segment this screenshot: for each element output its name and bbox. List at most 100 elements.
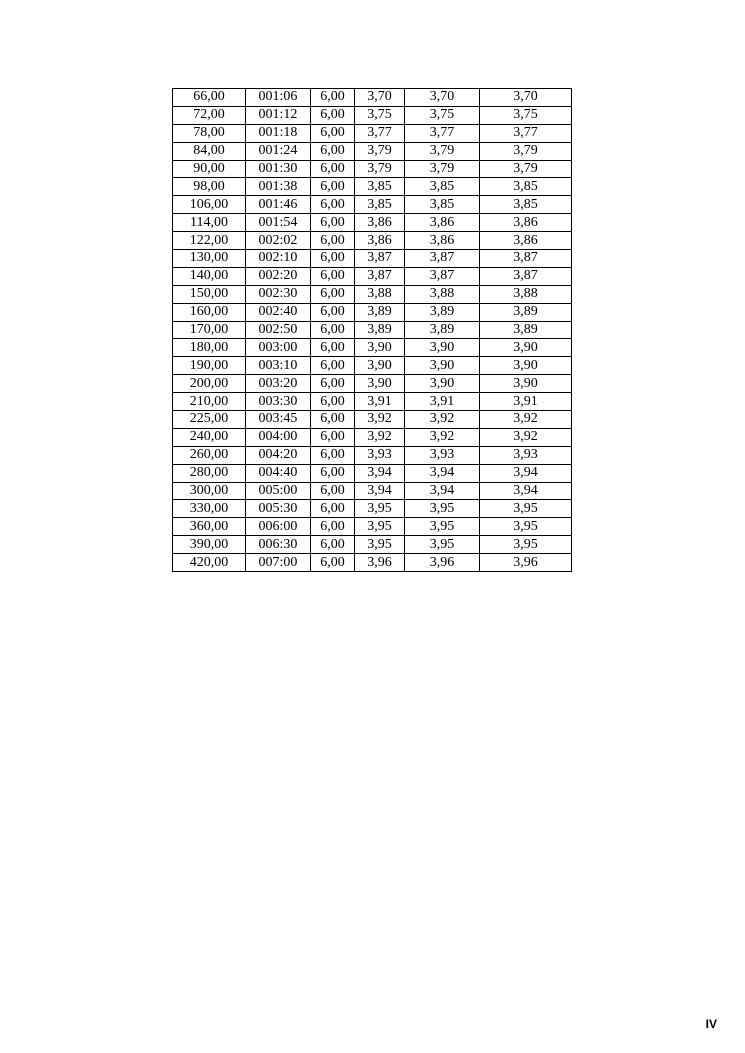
table-row: 210,00 003:30 6,00 3,91 3,91 3,91 (172, 392, 572, 412)
table-cell: 260,00 (172, 445, 246, 465)
table-cell: 3,90 (479, 338, 572, 358)
table-cell: 66,00 (172, 88, 246, 107)
table-cell: 3,75 (354, 105, 405, 125)
table-cell: 3,96 (404, 553, 480, 573)
table-row: 190,00 003:10 6,00 3,90 3,90 3,90 (172, 356, 572, 376)
table-cell: 3,79 (404, 159, 480, 179)
table-cell: 3,91 (354, 392, 405, 412)
table-cell: 3,88 (479, 284, 572, 304)
table-cell: 180,00 (172, 338, 246, 358)
table-cell: 3,90 (404, 374, 480, 394)
table-cell: 330,00 (172, 499, 246, 519)
table-cell: 3,79 (354, 141, 405, 161)
table-cell: 3,85 (354, 177, 405, 197)
table-cell: 390,00 (172, 535, 246, 555)
table-cell: 420,00 (172, 553, 246, 573)
table-row: 122,00 002:02 6,00 3,86 3,86 3,86 (172, 231, 572, 251)
table-cell: 6,00 (310, 249, 355, 268)
table-row: 360,00 006:00 6,00 3,95 3,95 3,95 (172, 517, 572, 537)
table-row: 130,00 002:10 6,00 3,87 3,87 3,87 (172, 249, 572, 268)
table-cell: 003:30 (245, 392, 311, 412)
table-cell: 3,94 (354, 463, 405, 483)
table-cell: 140,00 (172, 266, 246, 286)
table-cell: 6,00 (310, 105, 355, 125)
table-cell: 106,00 (172, 195, 246, 215)
table-cell: 3,91 (404, 392, 480, 412)
table-cell: 3,96 (354, 553, 405, 573)
table-row: 170,00 002:50 6,00 3,89 3,89 3,89 (172, 320, 572, 340)
table-cell: 3,95 (404, 535, 480, 555)
table-cell: 3,79 (404, 141, 480, 161)
table-cell: 005:00 (245, 481, 311, 501)
table-cell: 6,00 (310, 88, 355, 107)
table-cell: 6,00 (310, 392, 355, 412)
table-row: 390,00 006:30 6,00 3,95 3,95 3,95 (172, 535, 572, 555)
table-cell: 004:40 (245, 463, 311, 483)
table-cell: 3,89 (354, 320, 405, 340)
table-cell: 007:00 (245, 553, 311, 573)
table-cell: 6,00 (310, 302, 355, 322)
table-cell: 6,00 (310, 213, 355, 233)
table-cell: 001:38 (245, 177, 311, 197)
table-cell: 6,00 (310, 553, 355, 573)
table-cell: 3,87 (354, 266, 405, 286)
table-row: 114,00 001:54 6,00 3,86 3,86 3,86 (172, 213, 572, 233)
table-cell: 225,00 (172, 410, 246, 429)
table-cell: 3,89 (404, 302, 480, 322)
table-cell: 360,00 (172, 517, 246, 537)
table-row: 78,00 001:18 6,00 3,77 3,77 3,77 (172, 123, 572, 143)
table-cell: 3,87 (404, 249, 480, 268)
table-cell: 3,86 (404, 213, 480, 233)
page-number: IV (705, 1017, 717, 1031)
table-cell: 3,77 (354, 123, 405, 143)
table-cell: 3,89 (479, 320, 572, 340)
table-cell: 3,77 (479, 123, 572, 143)
table-row: 106,00 001:46 6,00 3,85 3,85 3,85 (172, 195, 572, 215)
table-cell: 3,70 (404, 88, 480, 107)
table-cell: 005:30 (245, 499, 311, 519)
table-row: 66,00 001:06 6,00 3,70 3,70 3,70 (172, 88, 572, 107)
table-cell: 3,87 (404, 266, 480, 286)
table-body: 66,00 001:06 6,00 3,70 3,70 3,70 72,00 001:12 6,… (172, 88, 572, 573)
table-row: 72,00 001:12 6,00 3,75 3,75 3,75 (172, 105, 572, 125)
table-cell: 3,95 (404, 499, 480, 519)
table-cell: 3,95 (404, 517, 480, 537)
table-cell: 6,00 (310, 320, 355, 340)
table-cell: 3,89 (479, 302, 572, 322)
table-cell: 004:00 (245, 427, 311, 447)
table-row: 160,00 002:40 6,00 3,89 3,89 3,89 (172, 302, 572, 322)
table-cell: 3,85 (404, 195, 480, 215)
table-cell: 84,00 (172, 141, 246, 161)
table-row: 240,00 004:00 6,00 3,92 3,92 3,92 (172, 427, 572, 447)
table-cell: 001:24 (245, 141, 311, 161)
table-cell: 001:30 (245, 159, 311, 179)
table-cell: 122,00 (172, 231, 246, 251)
table-cell: 3,88 (404, 284, 480, 304)
table-cell: 240,00 (172, 427, 246, 447)
table-cell: 150,00 (172, 284, 246, 304)
table-cell: 3,79 (354, 159, 405, 179)
table-cell: 3,75 (404, 105, 480, 125)
table-cell: 3,95 (354, 535, 405, 555)
table-cell: 3,90 (404, 356, 480, 376)
table-cell: 3,93 (404, 445, 480, 465)
table-cell: 001:06 (245, 88, 311, 107)
table-cell: 160,00 (172, 302, 246, 322)
table-cell: 6,00 (310, 123, 355, 143)
table-cell: 3,85 (404, 177, 480, 197)
table-cell: 3,85 (354, 195, 405, 215)
table-cell: 3,95 (354, 499, 405, 519)
table-cell: 006:00 (245, 517, 311, 537)
table-row: 98,00 001:38 6,00 3,85 3,85 3,85 (172, 177, 572, 197)
table-cell: 3,94 (479, 481, 572, 501)
table-cell: 003:00 (245, 338, 311, 358)
table-row: 260,00 004:20 6,00 3,93 3,93 3,93 (172, 445, 572, 465)
table-cell: 3,90 (354, 338, 405, 358)
table-cell: 003:45 (245, 410, 311, 429)
table-row: 280,00 004:40 6,00 3,94 3,94 3,94 (172, 463, 572, 483)
table-cell: 002:10 (245, 249, 311, 268)
table-cell: 300,00 (172, 481, 246, 501)
table-cell: 3,92 (404, 410, 480, 429)
table-cell: 3,86 (479, 231, 572, 251)
table-row: 140,00 002:20 6,00 3,87 3,87 3,87 (172, 266, 572, 286)
